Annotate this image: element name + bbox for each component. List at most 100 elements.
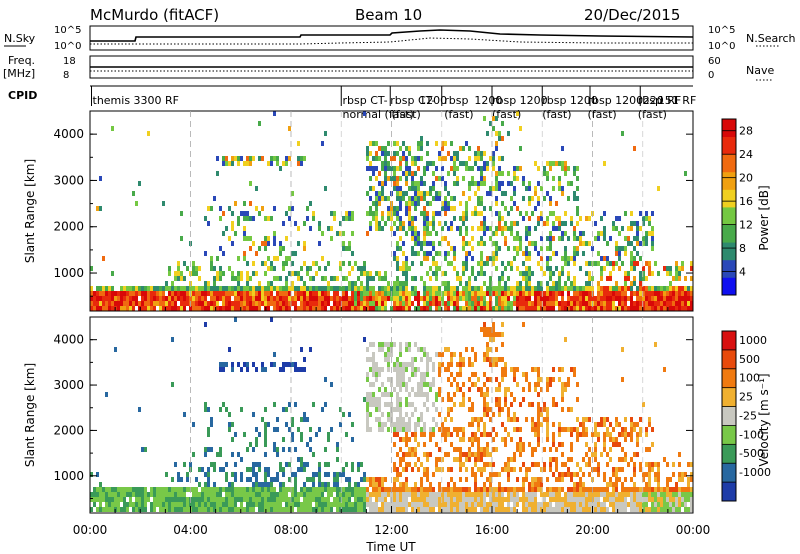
heatmap-cell (312, 507, 315, 512)
heatmap-cell (273, 402, 276, 407)
heatmap-cell (261, 417, 264, 422)
heatmap-cell (639, 427, 642, 432)
heatmap-cell (306, 291, 309, 296)
heatmap-cell (444, 306, 447, 311)
heatmap-cell (546, 291, 549, 296)
heatmap-cell (525, 472, 528, 477)
heatmap-cell (144, 502, 147, 507)
heatmap-cell (543, 291, 546, 296)
heatmap-cell (561, 502, 564, 507)
heatmap-cell (222, 487, 225, 492)
heatmap-cell (558, 291, 561, 296)
heatmap-cell (258, 482, 261, 487)
heatmap-cell (504, 437, 507, 442)
heatmap-cell (264, 407, 267, 412)
heatmap-cell (465, 206, 468, 211)
heatmap-cell (405, 181, 408, 186)
heatmap-cell (567, 407, 570, 412)
heatmap-cell (231, 286, 234, 291)
heatmap-cell (213, 281, 216, 286)
heatmap-cell (660, 502, 663, 507)
heatmap-cell (573, 492, 576, 497)
heatmap-cell (246, 447, 249, 452)
heatmap-cell (294, 362, 297, 367)
heatmap-cell (204, 472, 207, 477)
heatmap-cell (372, 382, 375, 387)
heatmap-cell (510, 286, 513, 291)
heatmap-cell (489, 226, 492, 231)
heatmap-cell (399, 437, 402, 442)
heatmap-cell (276, 286, 279, 291)
heatmap-cell (504, 301, 507, 306)
heatmap-cell (351, 251, 354, 256)
heatmap-cell (483, 482, 486, 487)
heatmap-cell (237, 156, 240, 161)
heatmap-cell (414, 306, 417, 311)
heatmap-cell (318, 286, 321, 291)
heatmap-cell (603, 161, 606, 166)
heatmap-cell (246, 236, 249, 241)
heatmap-cell (489, 337, 492, 342)
heatmap-cell (672, 507, 675, 512)
heatmap-cell (441, 226, 444, 231)
heatmap-cell (318, 467, 321, 472)
heatmap-cell (267, 422, 270, 427)
heatmap-cell (636, 502, 639, 507)
heatmap-cell (531, 301, 534, 306)
heatmap-cell (198, 502, 201, 507)
heatmap-cell (423, 442, 426, 447)
heatmap-cell (171, 502, 174, 507)
heatmap-cell (219, 246, 222, 251)
heatmap-cell (489, 191, 492, 196)
heatmap-cell (684, 286, 687, 291)
heatmap-cell (438, 467, 441, 472)
heatmap-cell (651, 442, 654, 447)
heatmap-cell (288, 462, 291, 467)
heatmap-cell (348, 261, 351, 266)
heatmap-cell (405, 291, 408, 296)
heatmap-cell (630, 497, 633, 502)
heatmap-cell (429, 432, 432, 437)
heatmap-cell (642, 276, 645, 281)
heatmap-cell (549, 301, 552, 306)
heatmap-cell (528, 492, 531, 497)
heatmap-cell (396, 241, 399, 246)
heatmap-cell (609, 276, 612, 281)
heatmap-cell (678, 492, 681, 497)
heatmap-cell (375, 271, 378, 276)
heatmap-cell (291, 502, 294, 507)
heatmap-cell (531, 497, 534, 502)
heatmap-cell (507, 457, 510, 462)
heatmap-cell (438, 367, 441, 372)
heatmap-cell (213, 497, 216, 502)
heatmap-cell (420, 462, 423, 467)
heatmap-cell (414, 507, 417, 512)
heatmap-cell (654, 342, 657, 347)
heatmap-cell (144, 291, 147, 296)
heatmap-cell (558, 477, 561, 482)
heatmap-cell (237, 362, 240, 367)
heatmap-cell (306, 271, 309, 276)
heatmap-cell (312, 276, 315, 281)
heatmap-cell (462, 452, 465, 457)
heatmap-cell (201, 291, 204, 296)
heatmap-cell (474, 357, 477, 362)
heatmap-cell (420, 276, 423, 281)
heatmap-cell (447, 226, 450, 231)
heatmap-cell (678, 477, 681, 482)
heatmap-cell (585, 442, 588, 447)
heatmap-cell (510, 367, 513, 372)
heatmap-cell (633, 502, 636, 507)
heatmap-cell (459, 387, 462, 392)
heatmap-cell (300, 296, 303, 301)
heatmap-cell (504, 372, 507, 377)
heatmap-cell (225, 497, 228, 502)
heatmap-cell (432, 291, 435, 296)
heatmap-cell (348, 286, 351, 291)
heatmap-cell (375, 377, 378, 382)
heatmap-cell (345, 502, 348, 507)
heatmap-cell (495, 186, 498, 191)
heatmap-cell (453, 392, 456, 397)
heatmap-cell (354, 487, 357, 492)
heatmap-cell (489, 507, 492, 512)
